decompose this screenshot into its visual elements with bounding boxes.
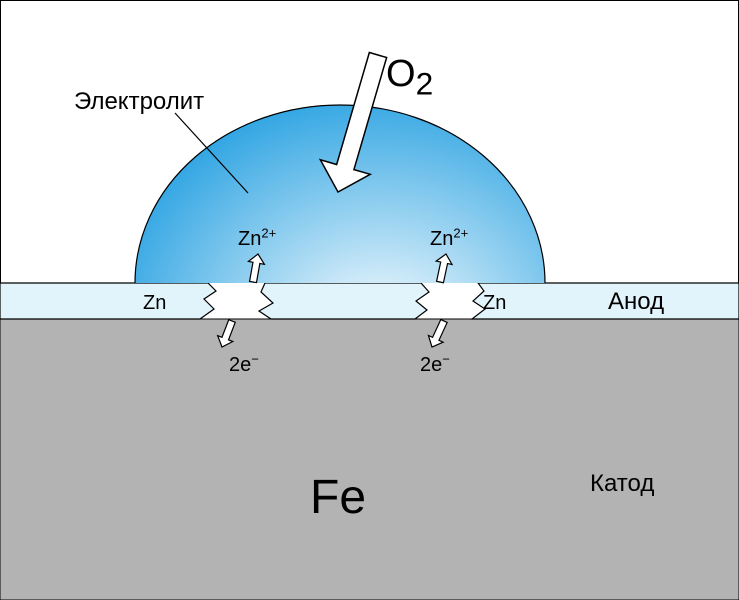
cathode-label: Катод — [590, 470, 654, 498]
zn-ion-label-right: Zn2+ — [430, 228, 468, 251]
o2-sub: 2 — [416, 66, 434, 102]
electrolyte-label: Электролит — [74, 88, 204, 116]
electrons-label-right: 2e− — [420, 354, 450, 377]
electrons-label-left: 2e− — [229, 354, 259, 377]
fe-substrate-label: Fe — [310, 470, 366, 525]
o2-base: O — [386, 53, 416, 95]
anode-label: Анод — [608, 288, 664, 316]
zn-ion-label-left: Zn2+ — [238, 228, 276, 251]
zn-layer-label-left: Zn — [143, 292, 166, 315]
diagram-container: Электролит O2 Zn Zn Анод Zn2+ Zn2+ 2e− 2… — [0, 0, 739, 600]
zn-layer-label-right: Zn — [483, 292, 506, 315]
o2-label: O2 — [386, 53, 433, 103]
